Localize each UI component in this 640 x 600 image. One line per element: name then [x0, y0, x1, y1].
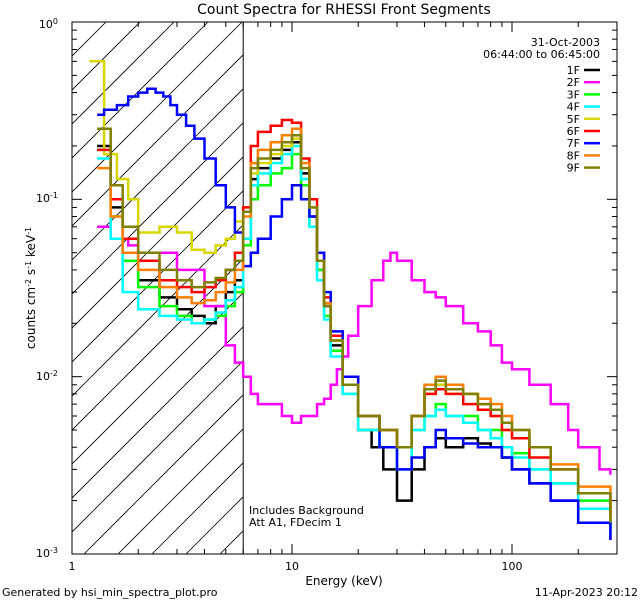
hatch-line	[72, 360, 244, 533]
x-axis-label: Energy (keV)	[305, 574, 382, 588]
plot-frame	[71, 21, 618, 555]
annotation-background: Includes Background	[249, 504, 364, 517]
hatch-line	[72, 88, 244, 261]
series-line-7F	[97, 87, 612, 540]
hatch-line	[117, 428, 244, 554]
series-line-4F	[97, 144, 612, 534]
legend-label-9F: 9F	[567, 162, 580, 175]
hatch-line	[72, 156, 244, 329]
x-tick-labels: 1 10 100	[69, 560, 523, 573]
time-range-label: 06:44:00 to 06:45:00	[483, 48, 600, 61]
hatch-line	[72, 224, 244, 397]
y-tick-label: 10-2	[36, 369, 58, 384]
hatch-line	[72, 22, 107, 57]
hatch-line	[72, 22, 175, 125]
hatch-line	[72, 190, 244, 363]
hatch-line	[72, 22, 141, 91]
legend-label-4F: 4F	[567, 101, 580, 114]
series-line-2F	[97, 225, 612, 475]
legend-label-8F: 8F	[567, 149, 580, 162]
x-tick-label: 100	[502, 560, 523, 573]
hatch-line	[72, 292, 244, 465]
hatch-line	[72, 22, 243, 193]
legend-label-7F: 7F	[567, 137, 580, 150]
hatch-line	[72, 122, 244, 295]
chart-title: Count Spectra for RHESSI Front Segments	[197, 2, 491, 18]
y-axis-label: counts cm-2 s-1 keV-1	[24, 227, 39, 349]
legend-label-1F: 1F	[567, 64, 580, 77]
y-tick-labels: 100 10-1 10-2 10-3	[36, 17, 58, 561]
date-label: 31-Oct-2003	[531, 36, 600, 49]
y-tick-label: 10-3	[36, 546, 58, 561]
legend-label-2F: 2F	[567, 76, 580, 89]
x-tick-label: 10	[285, 560, 299, 573]
y-tick-label: 10-1	[36, 191, 58, 206]
hatch-line	[72, 326, 244, 499]
axis-ticks	[71, 21, 618, 555]
y-tick-label: 100	[39, 17, 58, 32]
legend-label-5F: 5F	[567, 113, 580, 126]
series-line-9F	[97, 127, 612, 523]
y-tick-exponent: -2	[50, 369, 58, 378]
legend-label-3F: 3F	[567, 88, 580, 101]
timestamp-label: 11-Apr-2023 20:12	[535, 586, 638, 599]
hatch-line	[83, 394, 244, 554]
generated-by-label: Generated by hsi_min_spectra_plot.pro	[2, 586, 218, 599]
y-tick-exponent: -1	[50, 191, 58, 200]
excluded-energy-hatch	[72, 22, 244, 554]
series-group	[89, 60, 612, 540]
annotation-attenuator: Att A1, FDecim 1	[249, 516, 342, 529]
y-tick-exponent: -3	[50, 546, 58, 555]
legend-label-6F: 6F	[567, 125, 580, 138]
hatch-line	[72, 22, 209, 159]
x-tick-label: 1	[69, 560, 76, 573]
y-tick-exponent: 0	[53, 17, 58, 26]
